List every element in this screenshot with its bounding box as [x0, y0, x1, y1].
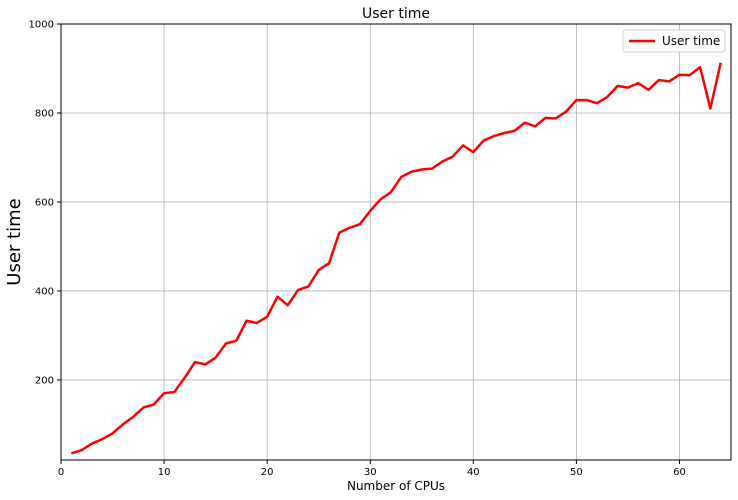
x-tick-label: 50	[570, 467, 583, 478]
y-tick-label: 200	[35, 375, 54, 386]
y-axis-title: User time	[4, 198, 25, 285]
y-tick-label: 800	[35, 108, 54, 119]
y-tick-label: 1000	[29, 20, 54, 31]
gridlines	[61, 24, 731, 460]
x-tick-label: 40	[467, 467, 480, 478]
legend-label-user-time: User time	[662, 34, 720, 48]
x-tick-label: 20	[261, 467, 274, 478]
y-tick-label: 400	[35, 286, 54, 297]
legend-box	[622, 29, 726, 53]
x-axis-title: Number of CPUs	[347, 479, 445, 493]
x-tick-label: 0	[58, 467, 64, 478]
x-axis-ticks: 0 10 20 30 40 50 60	[58, 460, 686, 478]
x-tick-label: 30	[364, 467, 377, 478]
legend: User time	[622, 29, 726, 53]
y-tick-label: 600	[35, 197, 54, 208]
series-line-user-time	[70, 62, 722, 455]
chart-title: User time	[362, 6, 430, 22]
plot-frame	[60, 23, 732, 461]
x-tick-label: 60	[673, 467, 686, 478]
x-tick-label: 10	[158, 467, 171, 478]
y-axis-ticks: 200 400 600 800 1000	[29, 20, 61, 386]
